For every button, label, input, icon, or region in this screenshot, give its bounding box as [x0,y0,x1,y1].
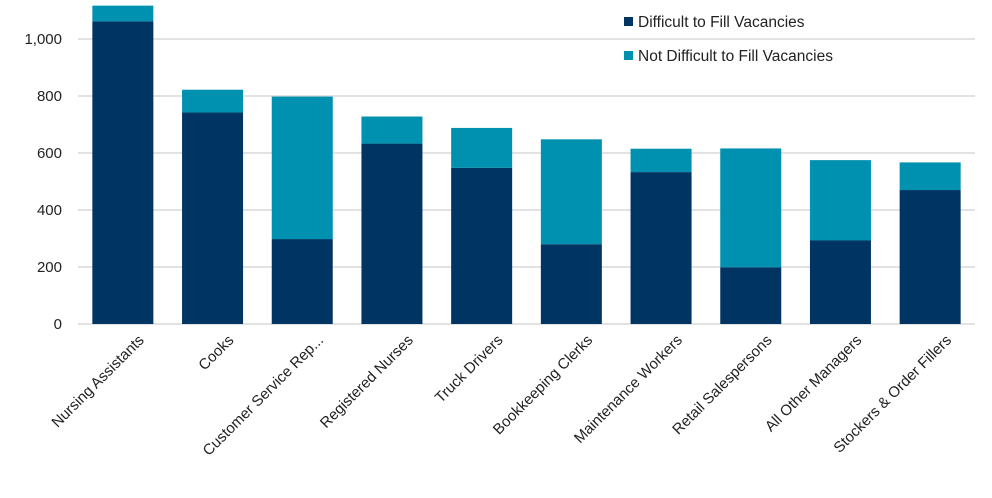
x-category-label: All Other Managers [762,332,865,435]
x-category-label: Truck Drivers [432,332,507,407]
bar-all-other-managers-not-difficult [809,160,871,241]
bar-truck-drivers-not-difficult [451,127,513,168]
bar-retail-salespersons-difficult [720,267,782,324]
bar-customer-service-rep-not-difficult [271,96,333,240]
bar-cooks-not-difficult [182,89,244,113]
bar-maintenance-workers-difficult [630,172,692,324]
legend-label: Not Difficult to Fill Vacancies [638,48,833,65]
x-category-label: Cooks [195,332,237,374]
bar-maintenance-workers-not-difficult [630,148,692,173]
y-tick-label: 400 [37,202,62,219]
y-tick-label: 800 [37,88,62,105]
bar-customer-service-rep-difficult [271,239,333,324]
bar-bookkeeping-clerks-difficult [540,244,602,324]
bar-cooks-difficult [182,112,244,324]
y-tick-label: 600 [37,145,62,162]
bar-retail-salespersons-not-difficult [720,148,782,268]
bar-all-other-managers-difficult [809,240,871,324]
x-category-label: Retail Salespersons [669,332,775,438]
bar-bookkeeping-clerks-not-difficult [540,139,602,245]
bars [92,5,961,325]
bar-nursing-assistants-not-difficult [92,5,154,22]
bar-registered-nurses-difficult [361,143,423,324]
legend-swatch [624,17,633,26]
legend-label: Difficult to Fill Vacancies [638,14,805,31]
y-tick-label: 1,000 [24,31,62,48]
legend: Difficult to Fill Vacancies Not Difficult… [624,14,833,65]
legend-swatch [624,51,633,60]
y-tick-label: 200 [37,259,62,276]
x-category-label: Registered Nurses [317,332,417,432]
bar-nursing-assistants-difficult [92,21,154,325]
bar-registered-nurses-not-difficult [361,116,423,144]
x-category-label: Nursing Assistants [48,332,147,431]
bar-stockers-order-fillers-not-difficult [899,162,961,191]
x-category-label: Bookkeeping Clerks [490,332,596,438]
y-axis-ticks: 0 200 400 600 800 1,000 [24,31,62,333]
bar-stockers-order-fillers-difficult [899,190,961,324]
bar-truck-drivers-difficult [451,167,513,324]
y-tick-label: 0 [54,316,62,333]
